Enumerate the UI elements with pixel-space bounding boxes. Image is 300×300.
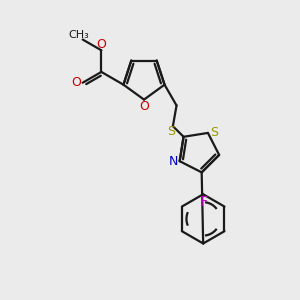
Text: O: O (71, 76, 81, 89)
Text: CH₃: CH₃ (69, 30, 89, 40)
Text: F: F (199, 195, 207, 209)
Text: O: O (96, 38, 106, 51)
Text: N: N (168, 155, 178, 168)
Text: O: O (139, 100, 149, 113)
Text: S: S (167, 125, 175, 138)
Text: S: S (211, 126, 218, 140)
